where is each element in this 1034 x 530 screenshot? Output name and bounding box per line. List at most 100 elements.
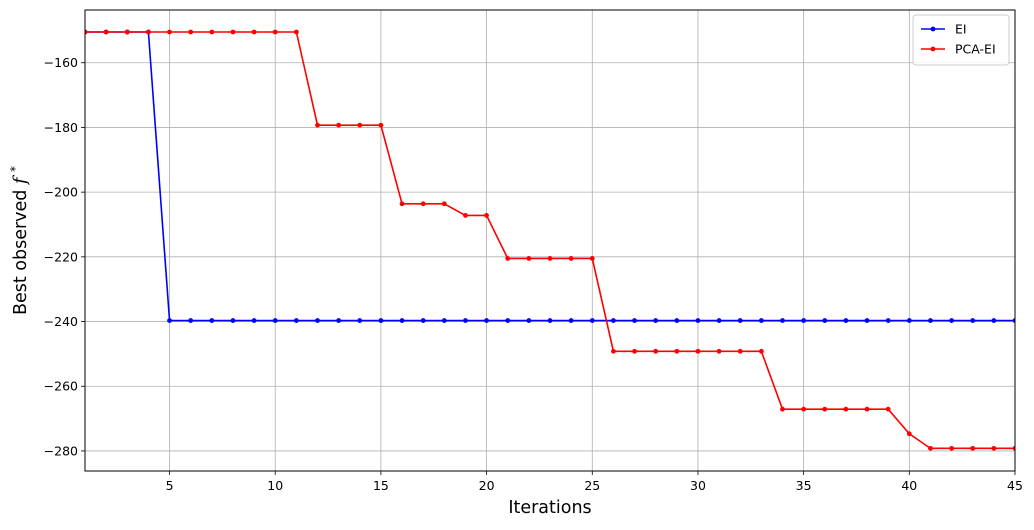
legend-marker [930,46,936,52]
data-point [188,29,194,35]
data-point [505,318,511,323]
data-point [737,348,743,354]
data-point [737,318,743,323]
y-axis-title: Best observed f * [8,166,31,315]
data-point [758,348,764,354]
y-axis-title-symbol: f [11,174,31,186]
data-point [293,318,299,323]
data-point [611,318,616,323]
data-point [780,406,785,412]
data-point [589,318,595,323]
data-point [420,318,426,323]
data-point [336,318,342,323]
data-point [949,318,954,323]
data-point [864,318,870,323]
data-point [357,122,363,128]
data-point [843,406,849,412]
data-point [378,122,384,128]
data-point [230,318,236,323]
data-point [85,29,88,35]
data-point [399,201,405,207]
data-point [906,318,912,323]
data-point [484,213,489,218]
y-tick-label: −260 [44,379,78,394]
data-point [378,318,384,323]
data-point [674,318,680,323]
x-tick-label: 20 [479,478,495,493]
legend-label: EI [955,22,967,37]
data-point [906,431,912,437]
data-point [1012,318,1015,323]
data-point [801,318,807,323]
plot-frame [84,9,1016,472]
data-point [167,318,172,323]
legend-item-ei: EI [921,22,967,37]
x-tick-label: 15 [373,478,389,493]
y-tick-label: −220 [44,249,78,264]
data-point [568,318,574,323]
data-point [991,445,997,451]
x-tick-label: 25 [584,478,600,493]
y-tick-label: −200 [44,185,78,200]
data-point [843,318,849,323]
legend-label: PCA-EI [955,42,996,57]
y-axis-title-text: Best observed [11,190,31,315]
series-pca-ei [85,29,1015,451]
y-tick-label: −240 [44,314,78,329]
series-layer [85,29,1015,451]
data-point [716,318,722,323]
x-tick-label: 30 [690,478,706,493]
data-point [209,318,215,323]
data-point [589,256,595,261]
data-point [124,29,130,35]
series-line [85,31,1015,322]
data-point [632,318,637,323]
data-point [928,318,933,323]
data-point [801,406,807,412]
data-point [272,29,278,35]
legend-box [912,14,1010,66]
data-point [272,318,278,323]
legend: EI PCA-EI [912,14,1010,66]
data-point [146,29,151,35]
data-point [441,318,447,323]
data-point [463,213,468,218]
data-point [970,445,976,451]
y-tick-label: −180 [44,120,78,135]
data-point [653,348,659,354]
data-point [484,318,489,323]
ticks: 5 10 15 20 25 30 35 40 45 −160 −180 −200 −220 −240 −26… [44,55,1023,493]
data-point [632,348,637,354]
data-point [251,29,257,35]
x-axis-title: Iterations [508,498,591,518]
data-point [167,29,172,35]
data-point [336,122,342,128]
data-point [420,201,426,207]
data-point [293,29,299,35]
data-point [928,445,933,451]
data-point [103,29,109,35]
data-point [463,318,468,323]
series-ei [85,29,1015,323]
data-point [716,348,722,354]
x-tick-label: 35 [796,478,812,493]
x-tick-label: 45 [1007,478,1023,493]
x-tick-label: 5 [166,478,174,493]
data-point [526,256,532,261]
legend-item-pca-ei: PCA-EI [921,42,996,57]
data-point [695,348,701,354]
data-point [1012,445,1015,451]
data-point [315,318,320,323]
data-point [611,348,616,354]
data-point [885,406,891,412]
x-tick-label: 10 [267,478,283,493]
data-point [991,318,997,323]
data-point [315,122,320,128]
y-tick-label: −280 [44,443,78,458]
data-point [357,318,363,323]
x-tick-label: 40 [901,478,917,493]
data-point [822,406,828,412]
data-point [885,318,891,323]
data-point [547,318,553,323]
